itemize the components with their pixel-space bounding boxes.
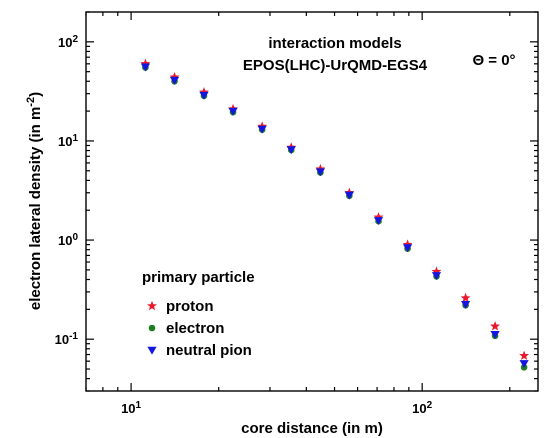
legend-label-neutral-pion: neutral pion [166, 342, 252, 359]
legend-marker-proton [147, 300, 157, 311]
point-proton [490, 321, 501, 331]
point-neutral-pion [431, 272, 442, 281]
tick-labels-layer: 101 102 10-1 100 101 102 [55, 33, 433, 416]
point-proton [169, 71, 180, 82]
legend-marker-neutral-pion [147, 346, 157, 355]
legend-title: primary particle [142, 269, 255, 286]
point-neutral-pion [169, 76, 180, 85]
y-axis-label-exponent: -2 [25, 97, 37, 107]
x-axis-label: core distance (in m) [241, 420, 383, 437]
point-neutral-pion [402, 244, 413, 253]
legend-label-electron: electron [166, 320, 224, 337]
series-neutral-pion [140, 63, 529, 368]
x-tick-label: 102 [412, 400, 432, 417]
y-axis-label-main: electron lateral density (in m [27, 107, 44, 310]
point-neutral-pion [373, 217, 384, 225]
annotation-models-line1: interaction models [268, 35, 401, 52]
annotation-models-line2: EPOS(LHC)-UrQMD-EGS4 [243, 57, 428, 74]
legend: proton electron neutral pion [147, 298, 252, 359]
point-proton [519, 350, 530, 360]
y-tick-label: 102 [58, 33, 78, 50]
point-neutral-pion [228, 107, 238, 116]
point-neutral-pion [286, 146, 296, 155]
point-neutral-pion [344, 191, 354, 200]
legend-label-proton: proton [166, 298, 213, 315]
point-proton [460, 292, 471, 303]
y-tick-label: 100 [58, 232, 78, 249]
point-neutral-pion [519, 360, 529, 368]
x-tick-label: 101 [121, 400, 141, 417]
y-tick-label: 10-1 [55, 331, 79, 348]
y-axis-label-close: ) [27, 92, 44, 97]
point-proton [140, 58, 151, 69]
point-neutral-pion [315, 168, 325, 177]
point-proton [431, 266, 442, 276]
point-neutral-pion [257, 125, 267, 134]
point-neutral-pion [461, 300, 471, 309]
point-neutral-pion [140, 63, 151, 72]
point-proton [199, 87, 209, 97]
point-neutral-pion [490, 330, 500, 339]
marks-layer [140, 58, 530, 371]
ticks-layer [85, 11, 538, 392]
annotation-theta: Θ = 0° [472, 52, 515, 69]
point-neutral-pion [199, 91, 209, 100]
legend-marker-electron [148, 324, 156, 332]
y-axis-label: electron lateral density (in m-2) [25, 92, 44, 310]
point-proton [373, 212, 384, 222]
plot-frame [85, 11, 539, 392]
point-proton [402, 239, 413, 249]
y-tick-label: 101 [58, 132, 78, 149]
